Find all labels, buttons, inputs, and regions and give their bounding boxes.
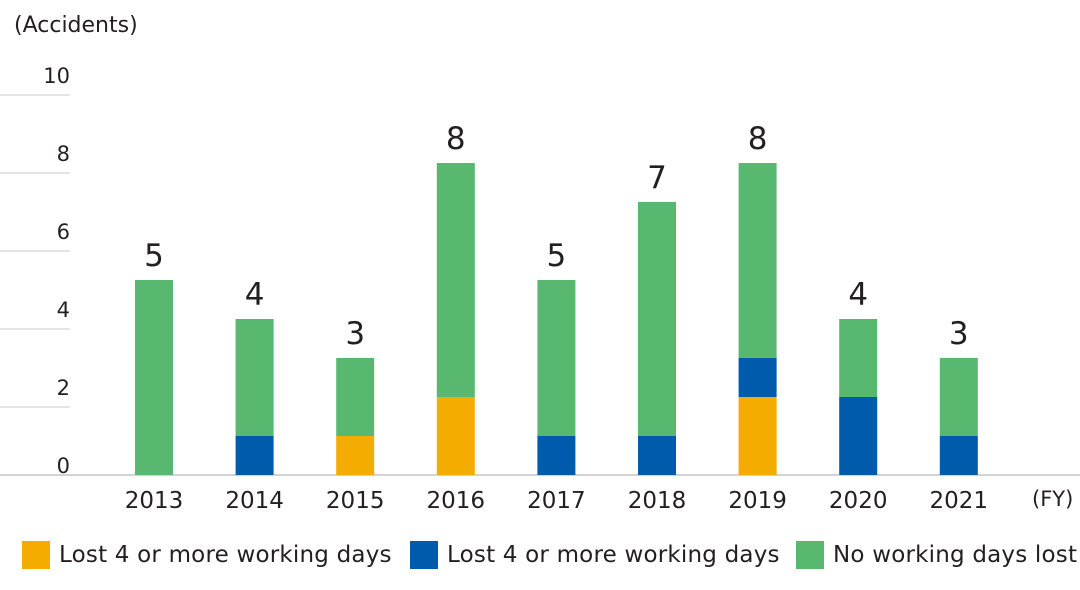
total-label: 4 (245, 277, 265, 313)
y-tick-label: 6 (57, 220, 70, 244)
legend-label: No working days lost (833, 542, 1078, 568)
total-label: 8 (748, 121, 768, 157)
y-tick-label: 8 (57, 142, 70, 166)
x-axis-unit: (FY) (1032, 487, 1073, 511)
bar-segment (638, 436, 676, 475)
y-tick-label: 10 (43, 64, 70, 88)
y-axis-title: (Accidents) (14, 13, 138, 38)
legend-swatch-green (796, 541, 824, 569)
total-label: 4 (848, 277, 868, 313)
x-tick-label: 2015 (326, 488, 385, 514)
bar-segment (537, 436, 576, 475)
bar-segment (939, 436, 978, 475)
bars (135, 163, 978, 475)
bar-segment (436, 163, 475, 397)
legend-swatch-orange (22, 541, 50, 569)
y-tick-labels: 0 2 4 6 8 10 (43, 64, 70, 478)
total-label: 5 (144, 238, 164, 274)
bar-segment (638, 202, 676, 436)
bar-segment (436, 397, 475, 475)
legend-item-lost-4-or-more-orange: Lost 4 or more working days (22, 538, 392, 572)
x-tick-label: 2018 (628, 488, 687, 514)
y-tick-label: 4 (57, 298, 70, 322)
x-tick-labels: 2013 2014 2015 2016 2017 2018 2019 2020 2021 (125, 488, 988, 514)
bar-segment (839, 319, 878, 397)
bar-segment (939, 358, 978, 436)
total-labels: 5 4 3 8 5 7 8 4 3 (144, 121, 969, 352)
total-label: 3 (345, 316, 365, 352)
bar-segment (336, 358, 375, 436)
bar-segment (537, 280, 576, 436)
legend-label: Lost 4 or more working days (447, 542, 780, 568)
y-tick-label: 2 (57, 376, 70, 400)
y-tick-label: 0 (57, 454, 70, 478)
bar-segment (235, 436, 274, 475)
bar-segment (135, 280, 173, 475)
legend: Lost 4 or more working days Lost 4 or mo… (0, 538, 1080, 574)
legend-item-no-working-days-lost: No working days lost (796, 538, 1077, 572)
x-tick-label: 2021 (930, 488, 989, 514)
x-tick-label: 2014 (225, 488, 284, 514)
bar-segment (738, 397, 777, 475)
x-tick-label: 2013 (125, 488, 184, 514)
bar-segment (839, 397, 878, 475)
bar-segment (738, 358, 777, 397)
x-tick-label: 2020 (829, 488, 888, 514)
x-tick-label: 2016 (427, 488, 486, 514)
total-label: 5 (547, 238, 567, 274)
legend-item-lost-4-or-more-blue: Lost 4 or more working days (410, 538, 780, 572)
bar-segment (738, 163, 777, 358)
bar-segment (336, 436, 375, 475)
legend-label: Lost 4 or more working days (59, 542, 392, 568)
x-tick-label: 2019 (728, 488, 787, 514)
bar-segment (235, 319, 274, 436)
x-tick-label: 2017 (527, 488, 586, 514)
total-label: 8 (446, 121, 466, 157)
total-label: 7 (647, 160, 667, 196)
legend-swatch-blue (410, 541, 438, 569)
total-label: 3 (949, 316, 969, 352)
